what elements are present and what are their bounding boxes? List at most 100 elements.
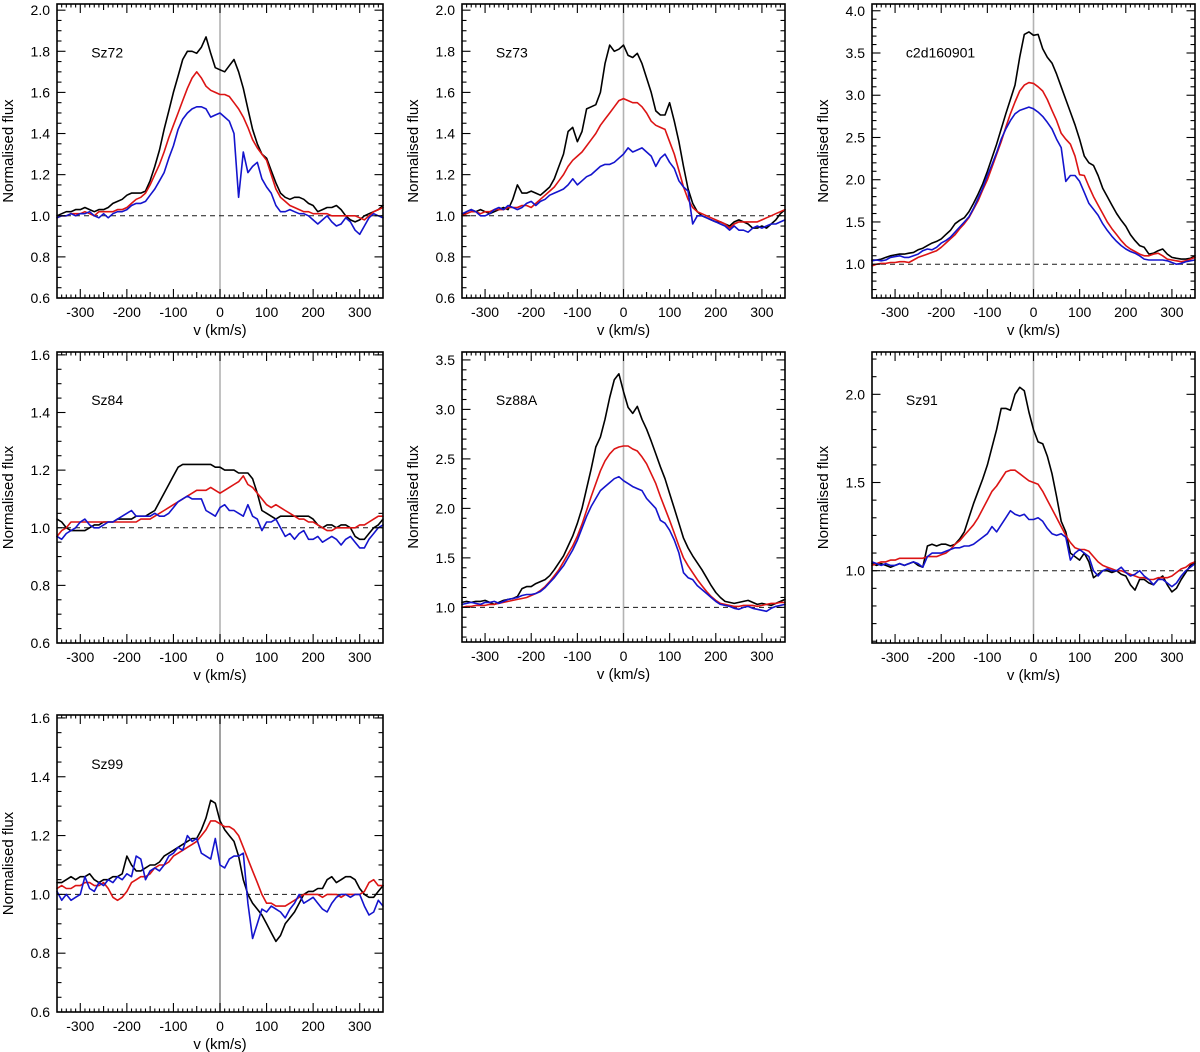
x-tick-label: 100 — [658, 304, 682, 320]
series-blue-line — [56, 495, 384, 549]
series-red-line — [871, 469, 1196, 581]
series-curves — [871, 31, 1196, 267]
panel-label: Sz84 — [91, 392, 123, 408]
chart-panel-c2d160901: -300 -200 -100 0 100 200 300 1.0 1.5 2.0 2.5 3.0 3.5… — [815, 3, 1196, 339]
y-tick-label: 1.0 — [31, 208, 51, 224]
y-tick-label: 1.2 — [31, 462, 51, 478]
series-curves — [461, 44, 786, 233]
x-axis-title: v (km/s) — [597, 666, 650, 683]
x-tick-label: 300 — [348, 304, 372, 320]
axis-ticks — [462, 352, 785, 642]
y-axis-title: Normalised flux — [405, 99, 422, 203]
panel-label: Sz91 — [906, 392, 938, 408]
y-tick-label: 4.0 — [846, 3, 866, 19]
y-tick-label: 2.5 — [846, 129, 866, 145]
x-tick-label: -200 — [927, 304, 955, 320]
series-red-line — [56, 71, 384, 221]
y-tick-label: 1.2 — [31, 167, 51, 183]
x-axis-title: v (km/s) — [1007, 667, 1060, 684]
x-axis-title: v (km/s) — [597, 322, 650, 339]
x-tick-label: 100 — [1068, 649, 1092, 665]
x-tick-label: -200 — [113, 304, 141, 320]
y-tick-label: 1.0 — [31, 886, 51, 902]
series-black-line — [871, 386, 1196, 593]
y-tick-label: 2.0 — [846, 172, 866, 188]
plot-frame — [461, 351, 786, 643]
x-tick-label: 200 — [301, 304, 325, 320]
x-tick-label: -100 — [973, 304, 1001, 320]
y-tick-label: 0.8 — [436, 249, 456, 265]
x-tick-label: 300 — [348, 649, 372, 665]
x-tick-label: 200 — [704, 648, 728, 664]
x-tick-label: 300 — [750, 304, 774, 320]
y-tick-label: 1.4 — [31, 126, 51, 142]
x-tick-label: -300 — [881, 649, 909, 665]
x-tick-label: 0 — [216, 1018, 224, 1034]
x-tick-label: 200 — [1114, 304, 1138, 320]
y-tick-label: 1.6 — [31, 347, 51, 363]
x-tick-label: 0 — [1030, 304, 1038, 320]
plot-frame — [56, 3, 384, 299]
plot-frame — [871, 3, 1196, 299]
y-tick-label: 1.4 — [31, 769, 51, 785]
series-blue-line — [461, 147, 786, 233]
chart-panel-sz72: -300 -200 -100 0 100 200 300 0.6 0.8 1.0 1.2 1.4 1.6… — [0, 2, 384, 339]
series-black-line — [56, 36, 384, 223]
x-tick-label: 0 — [620, 304, 628, 320]
y-tick-label: 1.6 — [436, 84, 456, 100]
y-tick-label: 2.0 — [436, 500, 456, 516]
x-axis-title: v (km/s) — [193, 667, 246, 684]
panel-label: Sz72 — [91, 45, 123, 61]
plot-frame — [56, 714, 384, 1013]
x-tick-label: -300 — [471, 304, 499, 320]
x-tick-label: -100 — [973, 649, 1001, 665]
y-tick-label: 0.8 — [31, 577, 51, 593]
series-black-line — [871, 31, 1196, 261]
y-tick-label: 3.0 — [846, 87, 866, 103]
x-tick-label: -200 — [517, 648, 545, 664]
x-tick-label: 300 — [1160, 649, 1184, 665]
x-tick-label: -100 — [563, 648, 591, 664]
x-axis-title: v (km/s) — [1007, 322, 1060, 339]
series-blue-line — [56, 106, 384, 236]
x-tick-label: -100 — [159, 649, 187, 665]
y-tick-label: 3.5 — [436, 352, 456, 368]
x-tick-label: -100 — [159, 1018, 187, 1034]
panel-label: Sz73 — [496, 45, 528, 61]
chart-panel-sz88a: -300 -200 -100 0 100 200 300 1.0 1.5 2.0 2.5 3.0 3.5… — [405, 351, 786, 683]
x-tick-label: 100 — [255, 1018, 279, 1034]
series-blue-line — [871, 509, 1196, 588]
y-tick-label: 1.0 — [436, 599, 456, 615]
x-tick-label: 100 — [1068, 304, 1092, 320]
series-red-line — [56, 820, 384, 907]
series-red-line — [871, 81, 1196, 267]
x-tick-label: 200 — [301, 649, 325, 665]
y-axis-title: Normalised flux — [0, 811, 17, 915]
y-tick-label: 1.8 — [436, 43, 456, 59]
y-tick-label: 0.6 — [31, 290, 51, 306]
x-tick-label: 300 — [1160, 304, 1184, 320]
y-tick-label: 1.0 — [31, 520, 51, 536]
series-curves — [461, 372, 786, 613]
plot-frame — [871, 351, 1196, 644]
series-curves — [871, 386, 1196, 593]
y-tick-label: 1.5 — [846, 475, 866, 491]
x-tick-label: 0 — [216, 649, 224, 665]
y-tick-label: 1.5 — [436, 550, 456, 566]
y-axis-title: Normalised flux — [815, 445, 832, 549]
y-tick-label: 2.5 — [436, 451, 456, 467]
chart-panel-sz84: -300 -200 -100 0 100 200 300 0.6 0.8 1.0 1.2 1.4 1.6… — [0, 347, 384, 684]
y-tick-label: 0.6 — [31, 635, 51, 651]
panel-label: Sz99 — [91, 756, 123, 772]
panel-label: Sz88A — [496, 392, 538, 408]
y-tick-label: 0.8 — [31, 249, 51, 265]
x-tick-label: -200 — [517, 304, 545, 320]
series-curves — [56, 463, 384, 549]
x-tick-label: 300 — [750, 648, 774, 664]
x-tick-label: 100 — [255, 304, 279, 320]
x-tick-label: 0 — [620, 648, 628, 664]
plot-frame — [461, 3, 786, 299]
x-tick-label: -200 — [113, 649, 141, 665]
x-tick-label: 0 — [1030, 649, 1038, 665]
y-tick-label: 2.0 — [846, 386, 866, 402]
